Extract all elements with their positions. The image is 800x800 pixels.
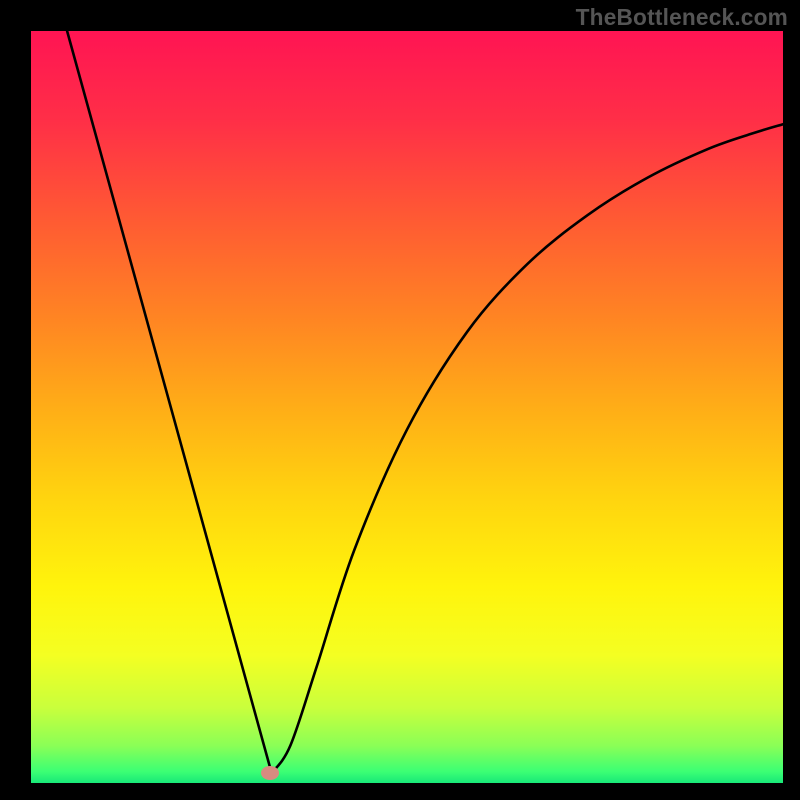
bottleneck-curve xyxy=(31,31,783,783)
minimum-point-marker xyxy=(261,766,279,780)
bottleneck-chart xyxy=(31,31,783,783)
watermark-text: TheBottleneck.com xyxy=(576,4,788,31)
